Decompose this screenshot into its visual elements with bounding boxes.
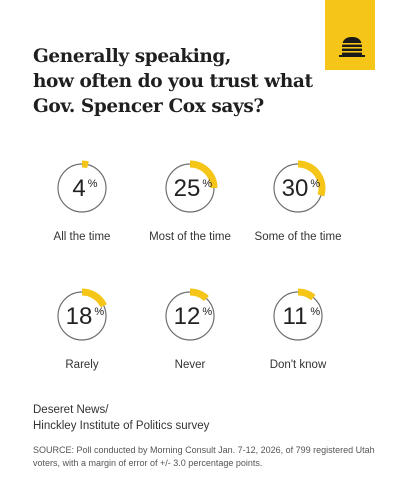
source-line-1: Deseret News/ <box>33 404 109 416</box>
percent-sign: % <box>310 306 320 318</box>
donut-2: 25 % Most of the time <box>149 160 231 243</box>
value-label: 25 <box>174 175 201 202</box>
category-label: All the time <box>54 231 111 243</box>
source-note: SOURCE: Poll conducted by Morning Consul… <box>33 445 375 468</box>
source-attribution: Deseret News/ Hinckley Institute of Poli… <box>33 402 209 434</box>
value-label: 11 <box>283 303 308 330</box>
donut-arc <box>81 288 107 308</box>
donut-arc <box>189 160 218 189</box>
donut-3: 30 % Some of the time <box>255 160 342 243</box>
category-label: Don't know <box>270 359 327 371</box>
value-label: 30 <box>282 175 309 202</box>
category-label: Rarely <box>65 359 98 371</box>
donut-1: 4 % All the time <box>54 160 111 243</box>
category-label: Never <box>175 359 206 371</box>
page-title: Generally speaking, how often do you tru… <box>33 44 313 119</box>
percent-sign: % <box>202 306 212 318</box>
donut-4: 18 % Rarely <box>57 288 107 371</box>
value-label: 4 <box>72 175 85 202</box>
donut-arc <box>297 160 326 197</box>
donut-arc <box>297 288 316 301</box>
percent-sign: % <box>88 178 98 190</box>
value-label: 18 <box>66 303 93 330</box>
title-line-1: Generally speaking, <box>33 46 231 67</box>
donut-6: 11 % Don't know <box>270 288 327 371</box>
percent-sign: % <box>202 178 212 190</box>
donut-chart-grid: 4 % All the time 25 % Most of the time 30 % Some… <box>54 160 342 371</box>
title-line-3: Gov. Spencer Cox says? <box>33 96 264 117</box>
value-label: 12 <box>174 303 201 330</box>
percent-sign: % <box>310 178 320 190</box>
donut-arc <box>81 160 89 169</box>
source-line-2: Hinckley Institute of Politics survey <box>33 420 210 432</box>
donut-arc <box>189 288 209 302</box>
percent-sign: % <box>94 306 104 318</box>
donut-5: 12 % Never <box>165 288 215 371</box>
brand-logo <box>325 0 375 70</box>
category-label: Most of the time <box>149 231 231 243</box>
category-label: Some of the time <box>255 231 342 243</box>
title-line-2: how often do you trust what <box>33 71 313 92</box>
beehive-icon <box>339 37 365 57</box>
